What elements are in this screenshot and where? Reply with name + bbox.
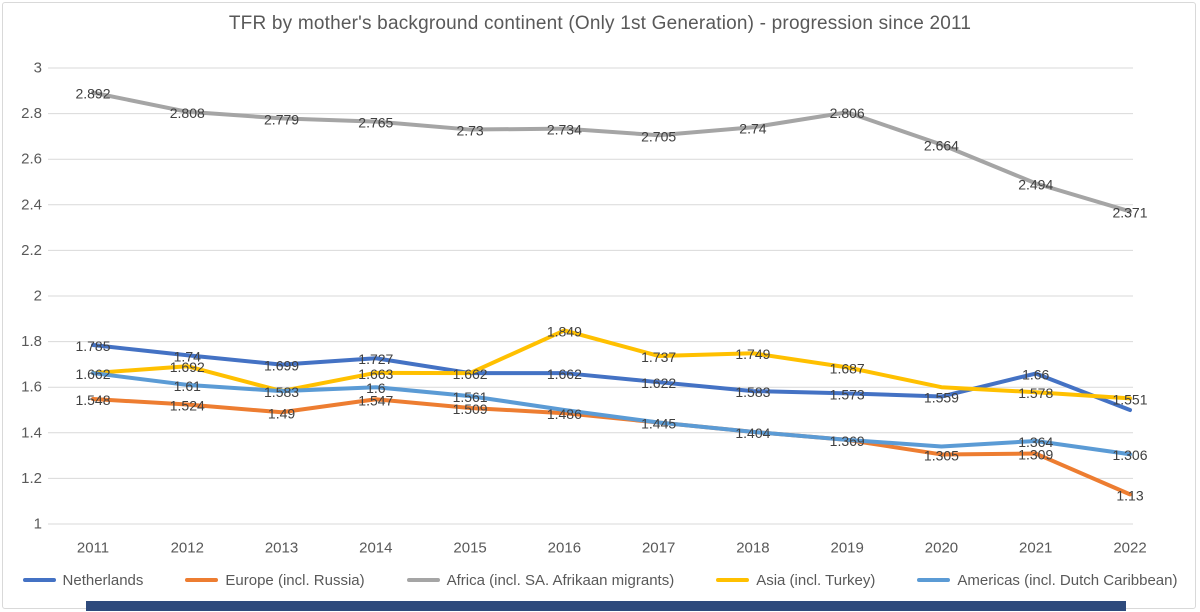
data-label: 1.561	[453, 389, 488, 405]
data-label: 1.583	[264, 384, 299, 400]
data-label: 1.578	[1018, 385, 1053, 401]
data-label: 1.548	[75, 392, 110, 408]
data-label: 2.664	[924, 138, 959, 154]
data-label: 1.6	[366, 380, 386, 396]
data-label: 2.892	[75, 86, 110, 102]
y-tick-label: 1.6	[21, 379, 42, 396]
data-label: 1.305	[924, 447, 959, 463]
data-label: 2.73	[456, 123, 483, 139]
data-label: 2.808	[170, 105, 205, 121]
y-tick-label: 1.8	[21, 333, 42, 350]
bottom-navy-bar	[86, 601, 1126, 611]
y-tick-label: 1	[34, 516, 42, 533]
x-axis-label: 2012	[171, 540, 204, 557]
data-label: 1.404	[735, 425, 770, 441]
data-label: 2.765	[358, 115, 393, 131]
y-tick-label: 1.2	[21, 470, 42, 487]
data-label: 1.849	[547, 323, 582, 339]
series-line-4	[91, 371, 1132, 457]
data-label: 1.785	[75, 338, 110, 354]
x-axis-label: 2014	[359, 540, 392, 557]
x-axis-label: 2015	[453, 540, 486, 557]
series-line-1	[91, 397, 1132, 497]
y-tick-label: 2.8	[21, 105, 42, 122]
series-line-3	[91, 328, 1132, 401]
data-label: 1.49	[268, 405, 295, 421]
legend-swatch-icon	[22, 577, 56, 583]
data-label: 1.66	[1022, 367, 1049, 383]
legend-label: Africa (incl. SA. Afrikaan migrants)	[446, 571, 675, 589]
legend-item-0: Netherlands	[22, 571, 144, 589]
legend-item-3: Asia (incl. Turkey)	[716, 572, 875, 589]
data-label: 1.61	[174, 378, 201, 394]
data-label: 1.662	[547, 366, 582, 382]
x-axis-label: 2011	[77, 540, 109, 557]
y-tick-label: 2	[34, 288, 42, 305]
legend: Netherlands Europe (incl. Russia) Africa (…	[0, 569, 1200, 591]
data-label: 2.779	[264, 111, 299, 127]
legend-label: Europe (incl. Russia)	[225, 571, 365, 589]
data-label: 1.306	[1112, 447, 1147, 463]
data-label: 1.737	[641, 349, 676, 365]
data-label: 1.551	[1112, 391, 1147, 407]
data-label: 1.486	[547, 406, 582, 422]
data-label: 1.524	[170, 398, 205, 414]
data-label: 1.663	[358, 366, 393, 382]
legend-label: Netherlands	[62, 571, 144, 589]
x-axis-label: 2013	[265, 540, 298, 557]
data-label: 1.547	[358, 392, 393, 408]
data-label: 1.573	[830, 386, 865, 402]
x-axis-label: 2018	[736, 540, 769, 557]
x-axis-label: 2019	[830, 540, 863, 557]
data-label: 1.699	[264, 358, 299, 374]
data-label: 2.806	[830, 105, 865, 121]
data-label: 1.509	[453, 401, 488, 417]
data-label: 1.749	[735, 346, 770, 362]
data-label: 2.494	[1018, 176, 1053, 192]
data-label: 1.687	[830, 360, 865, 376]
legend-label: Asia (incl. Turkey)	[756, 571, 876, 589]
x-axis-label: 2016	[548, 540, 581, 557]
y-tick-label: 1.4	[21, 424, 42, 441]
x-axis-label: 2020	[925, 540, 958, 557]
data-label: 1.364	[1018, 434, 1053, 450]
data-label: 1.662	[75, 366, 110, 382]
y-tick-label: 2.4	[21, 196, 42, 213]
legend-item-2: Africa (incl. SA. Afrikaan migrants)	[406, 571, 675, 589]
series-line-0	[91, 343, 1132, 412]
x-axis-label: 2022	[1113, 540, 1146, 557]
data-label: 2.705	[641, 128, 676, 144]
legend-item-4: Americas (incl. Dutch Caribbean)	[917, 572, 1177, 589]
legend-swatch-icon	[185, 577, 219, 583]
data-label: 1.692	[170, 359, 205, 375]
data-label: 1.369	[830, 433, 865, 449]
data-label: 1.622	[641, 375, 676, 391]
chart-title: TFR by mother's background continent (On…	[228, 13, 972, 34]
legend-swatch-icon	[917, 577, 951, 583]
data-label: 1.662	[453, 366, 488, 382]
data-label: 1.583	[735, 384, 770, 400]
series-line-2	[91, 90, 1132, 214]
data-label: 1.74	[174, 348, 201, 364]
legend-label: Americas (incl. Dutch Caribbean)	[957, 571, 1178, 589]
data-label: 1.13	[1116, 487, 1143, 503]
x-axis-label: 2017	[642, 540, 675, 557]
legend-swatch-icon	[716, 577, 750, 583]
y-tick-label: 3	[34, 60, 42, 77]
data-label: 1.445	[641, 416, 676, 432]
y-tick-label: 2.2	[21, 242, 42, 259]
data-label: 2.74	[739, 120, 766, 136]
legend-item-1: Europe (incl. Russia)	[185, 571, 365, 589]
legend-swatch-icon	[406, 577, 440, 583]
x-axis-label: 2021	[1019, 540, 1052, 557]
data-label: 1.559	[924, 390, 959, 406]
data-label: 2.371	[1112, 204, 1147, 220]
y-tick-label: 2.6	[21, 151, 42, 168]
data-label: 1.727	[358, 351, 393, 367]
data-label: 1.309	[1018, 447, 1053, 463]
data-label: 2.734	[547, 122, 582, 138]
